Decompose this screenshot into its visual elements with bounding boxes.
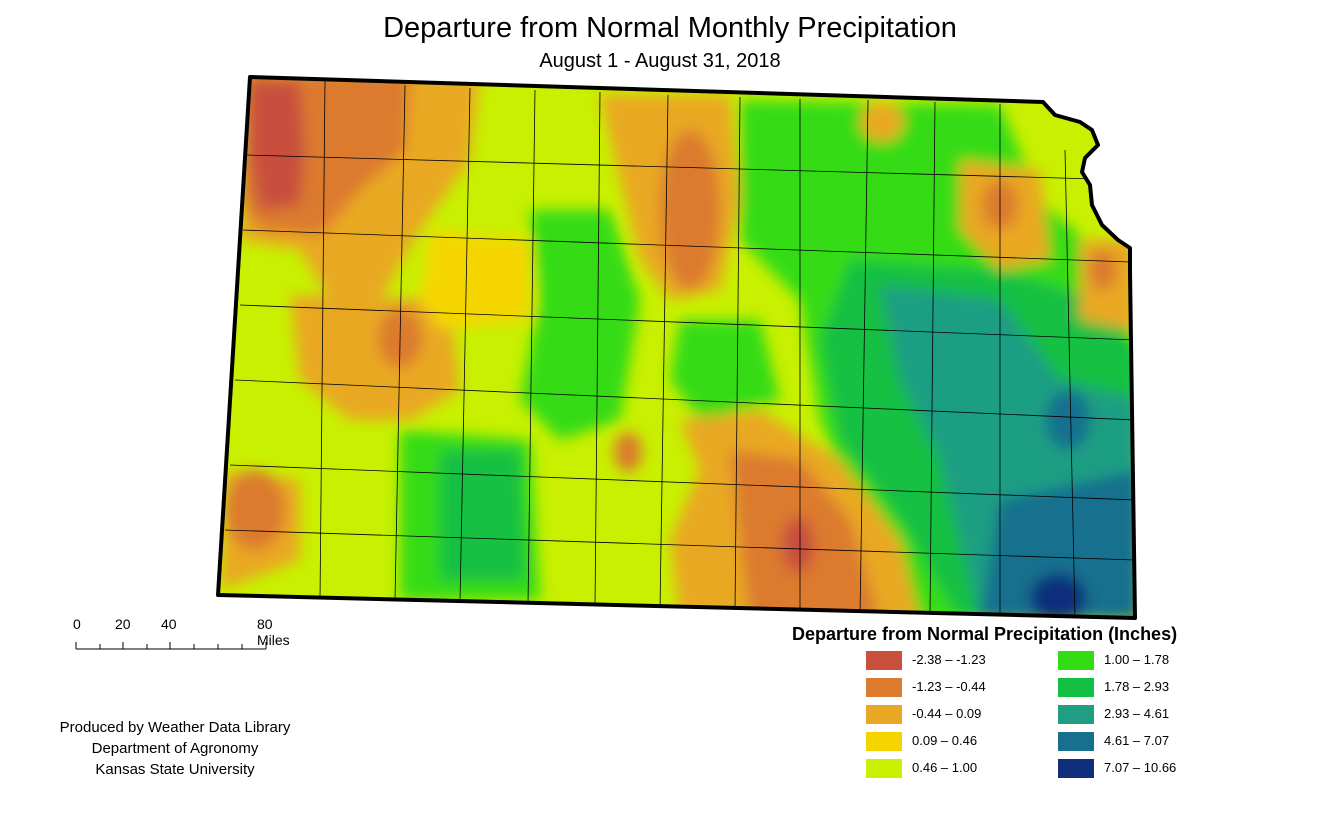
contour-se-max xyxy=(1030,574,1086,618)
legend-swatch xyxy=(1058,759,1094,778)
contour-n-pocket xyxy=(860,102,904,142)
map-subtitle: August 1 - August 31, 2018 xyxy=(539,50,781,72)
contour-central-wet xyxy=(520,210,640,440)
contour-ne-edge-dry2 xyxy=(1089,250,1117,290)
scale-label-40: 40 xyxy=(161,616,177,632)
precipitation-contours xyxy=(218,77,1135,618)
legend-swatch xyxy=(1058,678,1094,697)
legend-swatch xyxy=(866,759,902,778)
contour-se-very-wet xyxy=(980,470,1135,618)
legend-title: Departure from Normal Precipitation (Inc… xyxy=(792,624,1178,644)
contour-scentral-wetter xyxy=(440,450,525,580)
scale-bar-ticks xyxy=(75,642,267,650)
contour-sw-dry xyxy=(225,470,285,550)
legend-swatch xyxy=(866,732,902,751)
county-boundaries xyxy=(224,79,1135,618)
credit-line-1: Produced by Weather Data Library xyxy=(59,719,291,736)
legend-range: -2.38 – -1.23 xyxy=(912,652,986,667)
contour-e-pocket xyxy=(1046,390,1090,450)
credit-line-3: Kansas State University xyxy=(95,761,255,778)
legend-range: 2.93 – 4.61 xyxy=(1104,706,1170,721)
contour-central-moderate xyxy=(420,230,530,330)
legend-swatch xyxy=(866,678,902,697)
legend-swatch xyxy=(1058,651,1094,670)
legend-range: 1.78 – 2.93 xyxy=(1104,679,1170,694)
legend-swatch xyxy=(1058,705,1094,724)
legend-range: 1.00 – 1.78 xyxy=(1104,652,1170,667)
legend-swatch xyxy=(866,705,902,724)
scale-label-0: 0 xyxy=(73,616,81,632)
contour-ncentral-dry xyxy=(660,130,720,290)
legend-range: 4.61 – 7.07 xyxy=(1104,733,1170,748)
scale-bar: 0 20 40 80 Miles xyxy=(70,616,290,656)
legend-range: 7.07 – 10.66 xyxy=(1104,760,1177,775)
contour-central-wet2 xyxy=(670,320,780,420)
contour-nw-driest xyxy=(250,80,305,210)
legend-range: 0.09 – 0.46 xyxy=(912,733,978,748)
contour-scentral-driest xyxy=(782,517,814,573)
legend-range: -0.44 – 0.09 xyxy=(912,706,982,721)
legend-swatch xyxy=(1058,732,1094,751)
scale-label-80: 80 Miles xyxy=(257,616,290,648)
contour-central-pocket xyxy=(614,432,642,472)
map-title: Departure from Normal Monthly Precipitat… xyxy=(383,12,957,44)
kansas-state-outline xyxy=(216,75,1137,620)
scale-label-20: 20 xyxy=(115,616,131,632)
legend-swatch xyxy=(866,651,902,670)
credit-line-2: Department of Agronomy xyxy=(91,740,259,757)
credits: Produced by Weather Data Library Departm… xyxy=(30,717,320,780)
legend-range: -1.23 – -0.44 xyxy=(912,679,986,694)
legend-range: 0.46 – 1.00 xyxy=(912,760,978,775)
